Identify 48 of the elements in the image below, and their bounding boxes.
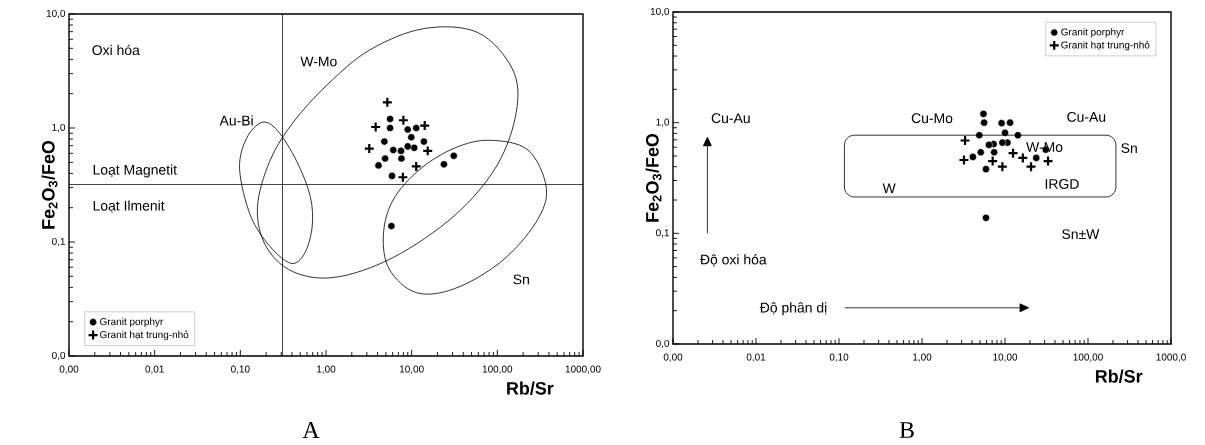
annotation: Độ phân dị xyxy=(759,302,827,316)
annotation: IRGD xyxy=(1045,179,1079,189)
y-tick-label: 10,0 xyxy=(650,7,670,17)
y-tick-label: 0,0 xyxy=(52,351,66,361)
annotation: Sn xyxy=(513,274,529,285)
x-tick-label: 0,01 xyxy=(746,353,766,362)
legend-label: Granit hạt trung-nhỏ xyxy=(1061,40,1150,51)
x-tick-label: 10,00 xyxy=(399,365,424,374)
y-tick-label: 0,1 xyxy=(52,237,65,247)
y-tick-label: 0,1 xyxy=(656,229,670,238)
x-tick-label: 0,00 xyxy=(663,353,683,362)
x-tick-label: 0,01 xyxy=(145,365,164,374)
annotation: W xyxy=(882,183,896,194)
annotation: W-Mo xyxy=(300,56,337,67)
annotation: Oxi hóa xyxy=(92,44,140,56)
annotation: Độ oxi hóa xyxy=(700,254,767,267)
text: A xyxy=(302,422,320,438)
x-axis-title: Rb/Sr xyxy=(1095,369,1143,383)
y-axis-title: Fe$_{2}$O$_{3}$/FeO xyxy=(41,140,58,229)
x-tick-label: 0,00 xyxy=(59,365,79,374)
legend-label: Granit hạt trung-nhỏ xyxy=(100,330,189,341)
annotation: Loạt Ilmenit xyxy=(93,200,165,213)
y-axis-title: Fe$_{2}$O$_{3}$/FeO xyxy=(645,133,662,222)
y-tick-label: 0,0 xyxy=(656,339,670,349)
x-tick-label: 100,00 xyxy=(1073,353,1103,362)
annotation: Sn±W xyxy=(1062,229,1100,240)
annotation: Au-Bi xyxy=(219,115,253,126)
x-tick-label: 10,00 xyxy=(993,353,1018,362)
x-tick-label: 0,10 xyxy=(231,365,250,374)
x-axis-title: Rb/Sr xyxy=(507,381,554,395)
annotation: Cu-Au xyxy=(711,113,750,124)
x-tick-label: 0,10 xyxy=(829,353,849,362)
annotation: Cu-Mo xyxy=(911,113,953,124)
y-tick-label: 1,0 xyxy=(52,123,66,133)
x-tick-label: 1000,0 xyxy=(1156,353,1186,362)
legend-label: Granit porphyr xyxy=(1061,28,1125,38)
annotation: W-Mo xyxy=(1026,142,1063,152)
x-tick-label: 1,00 xyxy=(913,353,932,362)
y-tick-label: 10,0 xyxy=(46,9,66,19)
annotation: Loạt Magnetit xyxy=(93,164,177,178)
annotation: Cu-Au xyxy=(1067,111,1106,122)
text: B xyxy=(899,422,914,438)
x-tick-label: 1,00 xyxy=(317,365,336,374)
legend-label: Granit porphyr xyxy=(100,317,164,328)
x-tick-label: 1000,00 xyxy=(565,365,601,374)
x-tick-label: 100,00 xyxy=(482,365,513,374)
y-tick-label: 1,0 xyxy=(656,118,670,127)
annotation: Sn xyxy=(1121,143,1137,154)
